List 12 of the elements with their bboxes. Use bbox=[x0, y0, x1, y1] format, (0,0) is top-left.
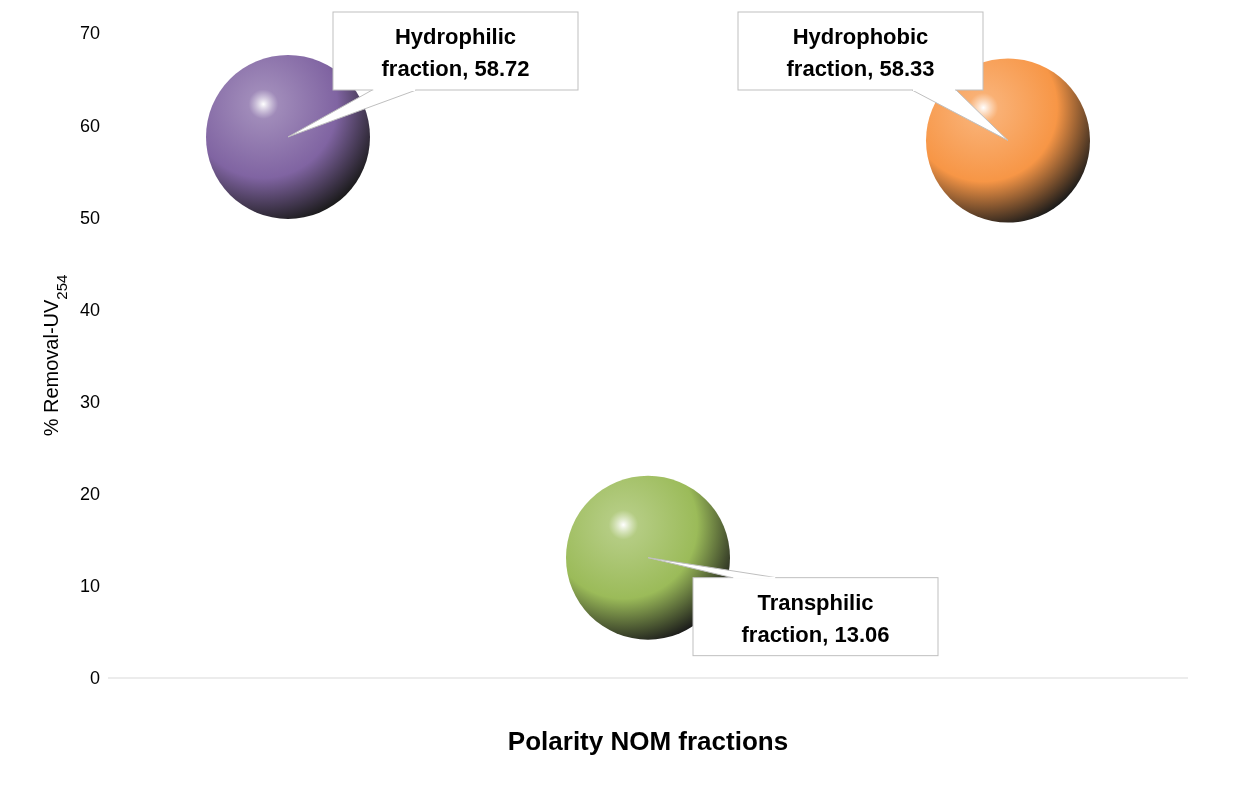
y-tick-label: 30 bbox=[79, 391, 100, 412]
data-label: Hydrophilic fraction, 58.72 bbox=[381, 24, 530, 81]
y-tick-label: 10 bbox=[79, 576, 100, 597]
y-tick-label: 70 bbox=[79, 23, 100, 44]
y-tick-label: 50 bbox=[79, 207, 100, 228]
x-axis-title: Polarity NOM fractions bbox=[507, 726, 789, 756]
y-tick-label: 60 bbox=[79, 115, 100, 136]
y-tick-label: 20 bbox=[79, 484, 100, 505]
data-label: Transphilic fraction, 13.06 bbox=[741, 589, 890, 647]
data-label: Hydrophobic fraction, 58.33 bbox=[786, 24, 935, 81]
y-tick-label: 0 bbox=[89, 668, 100, 689]
y-tick-label: 40 bbox=[79, 299, 100, 320]
